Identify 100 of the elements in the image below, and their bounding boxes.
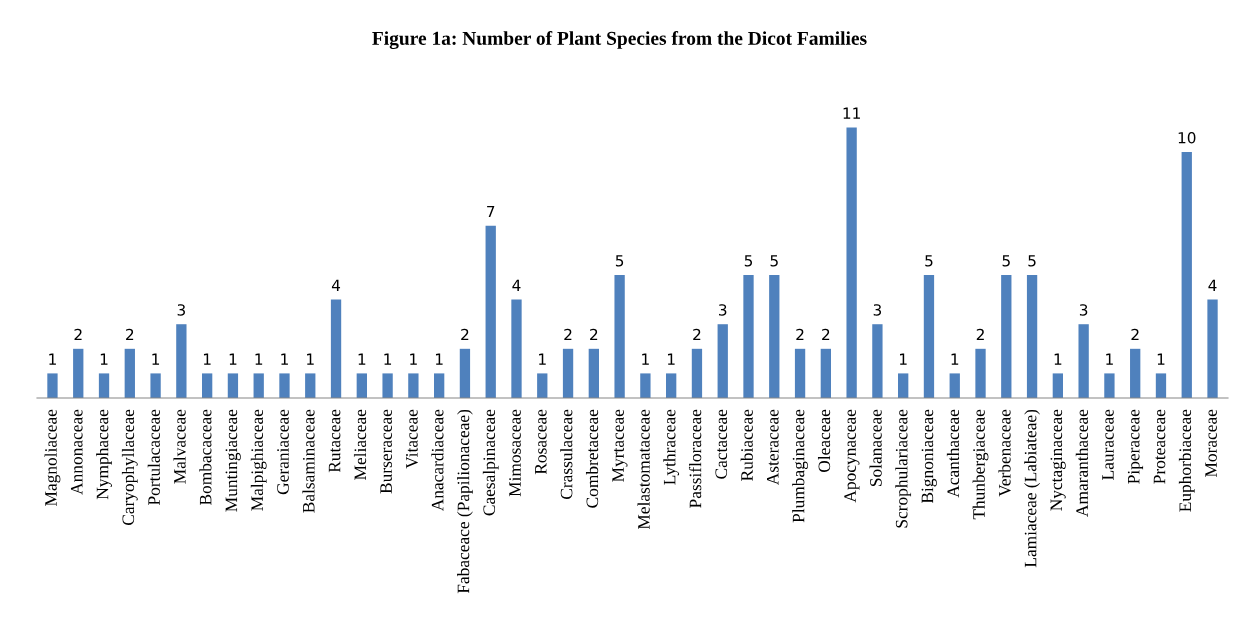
data-label: 1: [358, 353, 366, 365]
x-tick-label: Caesalpinaceae: [482, 409, 499, 516]
data-label: 2: [796, 328, 804, 341]
bar: [176, 324, 187, 398]
x-tick-label: Fabaceace (Papilionaceae): [457, 409, 473, 594]
bar: [408, 373, 419, 398]
x-tick-label: Thunbergiaceae: [972, 409, 989, 520]
x-tick-label: Annonaceae: [70, 409, 83, 495]
data-label: 1: [307, 353, 314, 365]
data-label: 3: [719, 304, 727, 316]
x-tick-label: Euphorbiaceae: [1178, 409, 1195, 512]
data-label: 4: [331, 279, 341, 291]
x-tick-label: Passifloraceae: [688, 409, 702, 508]
x-tick-label: Oleaceae: [817, 409, 831, 472]
x-tick-label: Plumbaginaceae: [792, 409, 808, 523]
data-label: 7: [487, 205, 495, 218]
bar: [201, 373, 213, 398]
bar: [47, 373, 58, 398]
bar: [1078, 324, 1089, 398]
data-label: 5: [770, 255, 778, 267]
x-tick-label: Malpighiaceae: [250, 409, 267, 511]
x-tick-label: Verbenaceae: [998, 409, 1011, 497]
x-tick-label: Scrophulariaceae: [895, 409, 912, 528]
x-tick-label: Nymphaceae: [96, 409, 112, 500]
data-label: 1: [152, 353, 160, 365]
data-label: 2: [1131, 328, 1139, 341]
bar: [640, 373, 651, 398]
data-label: 2: [590, 328, 598, 341]
x-tick-label: Nyctaginaceae: [1050, 409, 1066, 511]
x-tick-label: Lauraceae: [1102, 409, 1114, 480]
bar: [279, 373, 290, 398]
bar: [459, 348, 471, 398]
data-label: 3: [177, 304, 185, 316]
bar: [743, 275, 754, 398]
x-tick-label: Combretaceae: [585, 409, 599, 508]
x-tick-label: Caryophyllaceae: [121, 409, 138, 526]
bar: [124, 348, 135, 398]
x-tick-label: Geraniaceae: [277, 409, 289, 495]
bar: [73, 348, 84, 398]
x-tick-label: Moraceae: [1205, 409, 1217, 478]
x-tick-label: Piperaceae: [1127, 409, 1144, 484]
data-label: 1: [410, 353, 417, 365]
data-label: 10: [1178, 131, 1196, 144]
x-tick-label: Rubiaceae: [740, 409, 753, 481]
bar: [253, 373, 264, 398]
x-tick-label: Asteraceae: [767, 409, 779, 486]
bar: [1155, 373, 1167, 398]
data-label: 1: [1157, 353, 1165, 365]
bar: [820, 348, 831, 398]
data-label: 2: [822, 328, 830, 341]
bar: [949, 373, 960, 398]
x-tick-label: Acanthaceae: [946, 409, 960, 498]
x-tick-label: Apocynaceae: [844, 409, 860, 503]
bar: [227, 373, 239, 398]
data-label: 1: [100, 353, 108, 365]
x-tick-label: Portulacaceae: [147, 409, 160, 505]
x-tick-label: Cactaceae: [715, 409, 728, 479]
data-label: 2: [74, 328, 82, 341]
data-label: 2: [564, 328, 572, 341]
bar: [1052, 373, 1064, 398]
data-label: 4: [1208, 279, 1217, 291]
data-label: 3: [873, 304, 882, 316]
x-tick-label: Meliaceae: [353, 409, 367, 480]
bar: [1181, 152, 1192, 398]
data-label: 1: [900, 353, 907, 365]
bar: [485, 225, 496, 398]
bar: [562, 348, 574, 398]
bar: [666, 373, 677, 398]
x-tick-label: Solanaceae: [869, 409, 882, 487]
bar: [846, 127, 857, 398]
bar: [1026, 275, 1038, 398]
x-tick-label: Magnoliaceae: [44, 409, 61, 506]
x-tick-label: Bignoniaceae: [921, 409, 937, 504]
x-tick-label: Melastomataceae: [637, 409, 650, 530]
bar: [614, 275, 625, 398]
bar: [717, 324, 728, 398]
bar: [691, 348, 703, 398]
data-label: 1: [255, 353, 263, 365]
bar: [305, 373, 316, 398]
bar: [1001, 275, 1012, 398]
data-label: 5: [925, 255, 933, 267]
x-tick-label: Mimosaceae: [509, 409, 521, 497]
x-tick-label: Vitaceae: [406, 409, 418, 469]
x-tick-label: Rutaceae: [328, 409, 341, 473]
x-tick-label: Burseraceae: [380, 409, 392, 494]
bar: [794, 348, 806, 398]
data-label: 1: [1106, 353, 1113, 365]
x-tick-label: Lamiaceae (Labiateae): [1024, 409, 1040, 568]
bar: [1207, 299, 1218, 398]
bar: [382, 373, 393, 398]
x-tick-label: Malvaceae: [173, 409, 186, 484]
data-label: 1: [281, 353, 288, 365]
bar: [356, 373, 367, 398]
data-label: 5: [615, 255, 624, 267]
data-label: 1: [642, 353, 649, 365]
data-label: 2: [461, 328, 469, 341]
data-label: 2: [976, 328, 984, 341]
bar: [1130, 348, 1141, 398]
x-tick-label: Balsaminaceae: [302, 409, 315, 513]
bar: [150, 373, 161, 398]
